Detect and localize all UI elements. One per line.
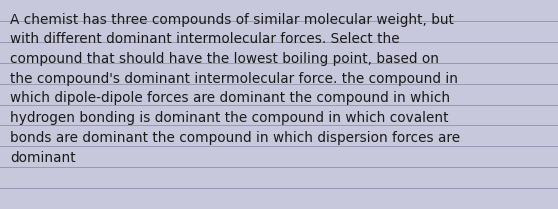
Text: A chemist has three compounds of similar molecular weight, but
with different do: A chemist has three compounds of similar… <box>10 13 460 164</box>
